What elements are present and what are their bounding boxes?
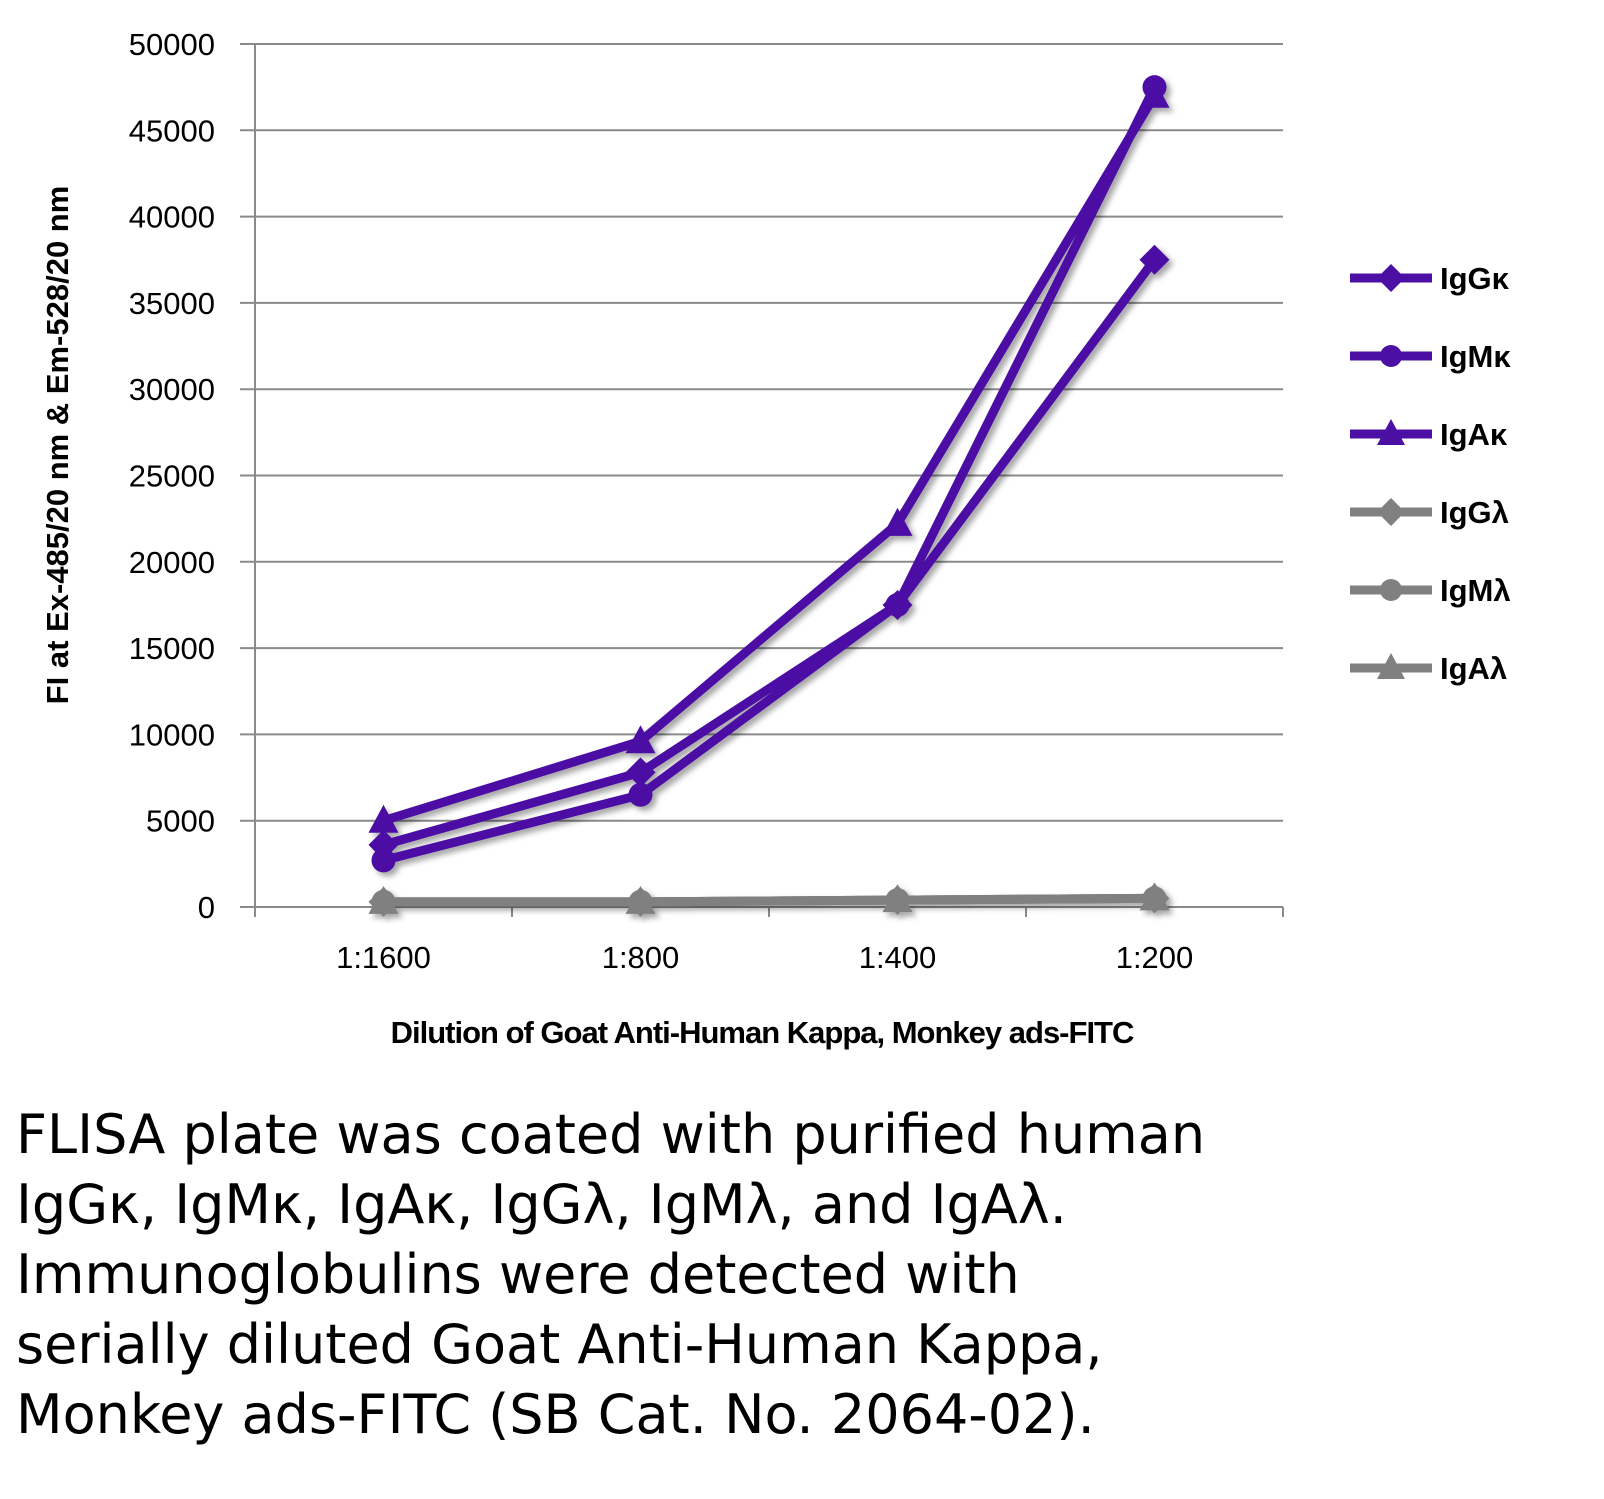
legend-label: IgAλ [1440,651,1507,686]
marker-diamond [1377,264,1405,292]
marker-diamond [625,757,656,788]
y-tick-label: 10000 [129,717,215,752]
y-tick-label: 0 [198,890,215,925]
legend-label: IgMλ [1440,573,1511,608]
marker-triangle [882,507,913,536]
legend-label: IgGκ [1440,261,1510,296]
y-axis-title: FI at Ex-485/20 nm & Em-528/20 nm [40,186,75,705]
marker-triangle [368,885,399,914]
x-tick-label: 1:200 [1116,940,1194,975]
x-tick-label: 1:1600 [336,940,431,975]
x-axis-title: Dilution of Goat Anti-Human Kappa, Monke… [391,1015,1134,1050]
marker-triangle [1139,79,1170,108]
y-tick-label: 35000 [129,286,215,321]
series-IgAκ [368,79,1170,833]
caption-line: Monkey ads-FITC (SB Cat. No. 2064-02). [16,1383,1095,1446]
y-tick-label: 30000 [129,372,215,407]
line-chart: 0 5000 10000 15000 20000 25000 30000 35000 40000… [40,27,1511,1050]
marker-circle [371,848,396,873]
marker-triangle [625,885,656,914]
marker-circle [1380,345,1402,367]
marker-triangle [1377,653,1405,679]
y-tick-label: 50000 [129,27,215,62]
x-tick-label: 1:400 [859,940,937,975]
legend-item: IgMλ [1350,573,1511,608]
y-tick-label: 15000 [129,631,215,666]
series-line [382,85,1159,865]
caption-line: serially diluted Goat Anti-Human Kappa, [16,1313,1103,1376]
legend-label: IgMκ [1440,339,1511,374]
legend-label: IgAκ [1440,417,1508,452]
y-tick-label: 25000 [129,459,215,494]
marker-circle [628,782,653,807]
caption-line: Immunoglobulins were detected with [16,1243,1020,1306]
x-tick-label: 1:800 [602,940,680,975]
series-IgAλ [368,882,1170,914]
y-tick-label: 40000 [129,200,215,235]
marker-triangle [368,804,399,833]
series-line [383,893,1155,907]
y-tick-label: 45000 [129,113,215,148]
legend-item: IgGλ [1350,495,1509,530]
legend-item: IgGκ [1350,261,1510,296]
marker-diamond [1377,498,1405,526]
figure-caption: FLISA plate was coated with purified hum… [16,1100,1576,1450]
marker-circle [885,592,910,617]
caption-line: FLISA plate was coated with purified hum… [16,1103,1206,1166]
series-IgMκ [371,75,1167,873]
marker-circle [1380,579,1402,601]
series-line [382,257,1159,850]
series-line [382,93,1159,825]
marker-triangle [882,884,913,913]
series-IgGκ [368,244,1170,860]
marker-diamond [1139,244,1170,275]
legend-item: IgAλ [1350,651,1507,686]
legend-label: IgGλ [1440,495,1509,530]
y-tick-label: 5000 [146,804,215,839]
marker-triangle [625,725,656,754]
marker-triangle [1139,882,1170,911]
caption-line: IgGκ, IgMκ, IgAκ, IgGλ, IgMλ, and IgAλ. [16,1173,1067,1236]
marker-triangle [1377,419,1405,445]
legend-item: IgMκ [1350,339,1511,374]
legend-item: IgAκ [1350,417,1508,452]
y-tick-label: 20000 [129,545,215,580]
